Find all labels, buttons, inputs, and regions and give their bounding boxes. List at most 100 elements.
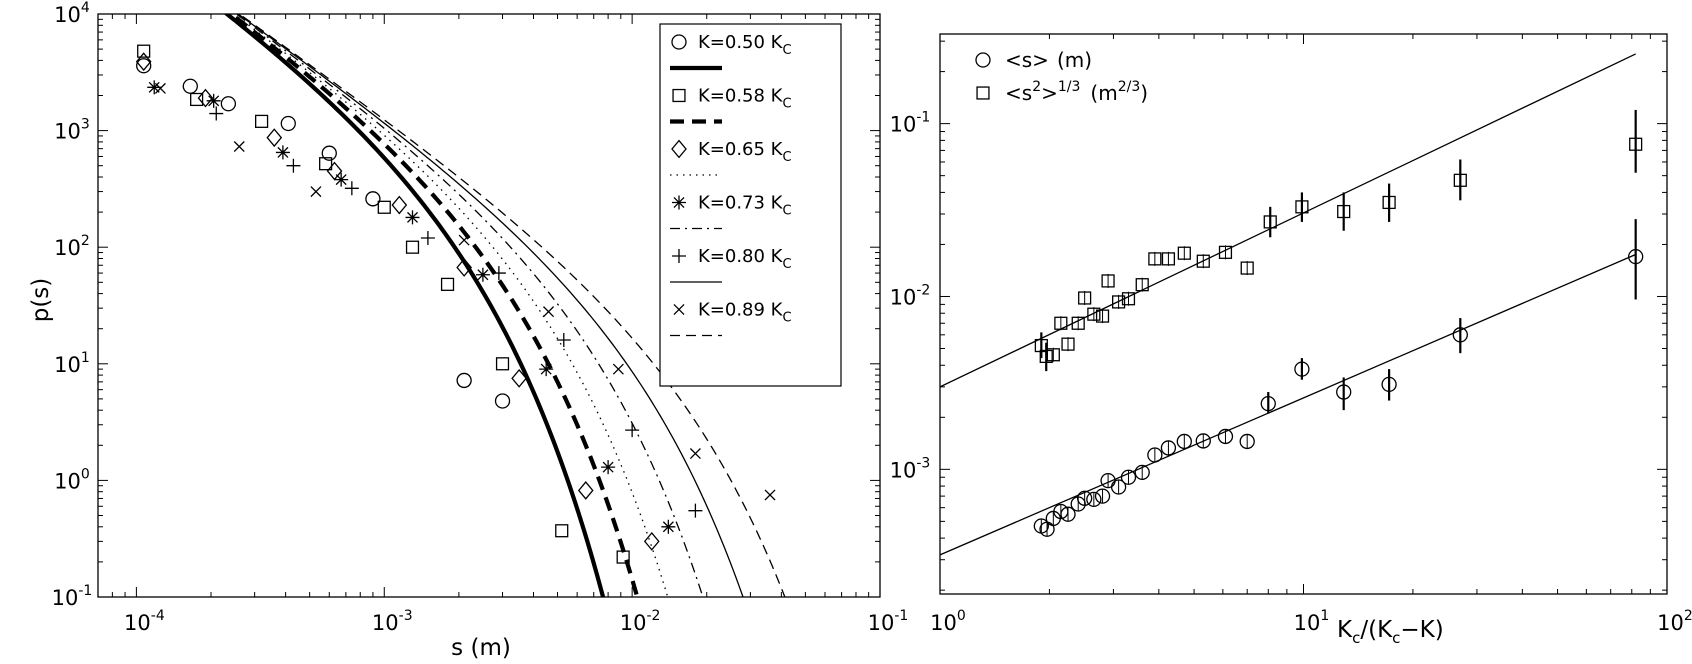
right-legend-label-mean-s: <s> (m): [1005, 48, 1092, 72]
left-point-s5-1: [233, 141, 245, 153]
left-xtick-label-0: 10-4: [124, 608, 165, 635]
left-point-s1-8: [555, 524, 569, 538]
left-axis-ticks: [97, 13, 881, 598]
right-legend-marker-s2: [976, 86, 990, 100]
left-point-s3-2: [275, 145, 290, 160]
left-legend-label-1: K=0.58 KC: [698, 86, 792, 112]
left-fit-curve-5: [238, 14, 786, 597]
left-legend-label-sub-0: C: [783, 43, 792, 58]
left-ylabel: p(s): [28, 278, 54, 323]
right-xtick-label-0: 100: [930, 608, 966, 635]
left-point-s1-5: [405, 240, 420, 254]
right-fit-line-1: [940, 53, 1636, 388]
left-point-s1-9: [616, 550, 630, 564]
left-legend-label-main-3: K=0.73 K: [698, 193, 784, 214]
left-point-s3-4: [405, 210, 420, 225]
left-ytick-label-1: 100: [54, 466, 90, 493]
left-xlabel: s (m): [451, 635, 511, 661]
legend-s2-sup1: 2: [1032, 79, 1041, 95]
left-legend-label-3: K=0.73 KC: [698, 193, 792, 219]
left-point-s2-0: [135, 52, 152, 72]
left-legend-label-main-0: K=0.50 K: [698, 32, 784, 53]
right-xlabel-sub1: c: [1352, 629, 1360, 647]
left-ytick-label-2: 101: [54, 350, 90, 377]
left-legend-marker-5: [673, 304, 685, 315]
left-point-s2-5: [456, 258, 472, 277]
left-legend-label-0: K=0.50 KC: [698, 32, 792, 58]
left-legend-label-sub-2: C: [783, 150, 792, 165]
left-point-s4-3: [420, 230, 435, 245]
left-point-s2-4: [391, 195, 408, 215]
right-tick-labels: 100 101 102 10-3 10-2 10-1: [890, 110, 1692, 635]
right-legend-marker-mean-s: [975, 52, 991, 68]
left-point-s0-7: [494, 393, 511, 409]
left-legend-label-sub-4: C: [783, 257, 792, 272]
left-chart: 10-4 10-3 10-2 10-1 10-1 100 101 102 103 104 s (m…: [28, 0, 908, 661]
right-plot-frame: [939, 33, 1668, 595]
left-fit-curve-3: [235, 14, 704, 597]
right-xlabel: Kc/(Kc−K): [1337, 617, 1444, 647]
right-legend-label-s2: <s2>1/3 (m2/3): [1005, 79, 1148, 105]
legend-s2-end: ): [1140, 81, 1148, 105]
left-point-s2-2: [266, 128, 283, 148]
left-point-s5-0: [154, 82, 166, 94]
left-point-s3-7: [601, 460, 616, 475]
left-point-s5-2: [310, 186, 322, 198]
left-xtick-label-3: 10-1: [868, 608, 909, 635]
left-legend-label-4: K=0.80 KC: [698, 246, 792, 272]
left-ytick-label-4: 103: [54, 117, 90, 144]
left-point-s0-4: [321, 145, 337, 161]
left-legend-marker-0: [671, 34, 687, 50]
left-legend-items: K=0.50 KCK=0.58 KCK=0.65 KCK=0.73 KCK=0.…: [670, 32, 792, 337]
left-tick-labels: 10-4 10-3 10-2 10-1 10-1 100 101 102 103 104: [52, 0, 909, 635]
left-legend-marker-3: [672, 195, 686, 210]
left-legend: K=0.50 KCK=0.58 KCK=0.65 KCK=0.73 KCK=0.…: [659, 23, 842, 387]
left-point-s1-7: [495, 357, 510, 371]
left-legend-label-sub-5: C: [783, 311, 792, 326]
left-point-s5-7: [764, 489, 776, 501]
left-fit-curves: [223, 14, 786, 597]
left-legend-label-sub-3: C: [783, 204, 792, 219]
left-fit-curve-4: [236, 14, 744, 597]
left-legend-label-main-4: K=0.80 K: [698, 246, 784, 267]
left-legend-label-main-2: K=0.65 K: [698, 139, 784, 160]
left-ytick-label-5: 104: [54, 0, 90, 27]
right-data-points: [1033, 137, 1644, 537]
left-legend-label-main-5: K=0.89 K: [698, 300, 784, 321]
left-point-s3-6: [539, 362, 554, 377]
right-ytick-label-1: 10-2: [890, 282, 931, 309]
left-point-s3-3: [334, 172, 349, 187]
right-ytick-label-2: 10-1: [890, 110, 931, 137]
legend-mean-s-main: <s>: [1005, 48, 1049, 72]
left-point-s5-5: [612, 363, 624, 375]
left-point-s4-4: [491, 266, 506, 281]
left-legend-marker-2: [671, 139, 687, 159]
left-point-s0-6: [456, 372, 472, 389]
left-legend-label-main-1: K=0.58 K: [698, 86, 784, 107]
left-data-points: [135, 44, 776, 564]
left-point-s3-8: [661, 519, 676, 534]
left-fit-curve-0: [223, 14, 606, 597]
left-point-s4-5: [556, 333, 571, 347]
left-legend-box: [659, 23, 842, 387]
left-point-s2-1: [197, 88, 214, 108]
right-xlabel-main: K: [1337, 617, 1353, 643]
left-point-s2-3: [326, 161, 343, 181]
left-point-s4-2: [344, 181, 359, 196]
left-point-s1-0: [137, 44, 151, 58]
left-point-s4-7: [688, 503, 703, 518]
left-point-s2-6: [511, 368, 527, 388]
legend-s2-main: <s: [1005, 81, 1032, 105]
left-plot-frame: [97, 13, 881, 598]
left-ytick-label-3: 102: [54, 233, 90, 260]
right-xtick-label-1: 101: [1294, 608, 1330, 635]
left-point-s5-4: [543, 306, 555, 318]
right-ytick-label-0: 10-3: [890, 455, 931, 482]
left-point-s3-0: [147, 80, 162, 95]
left-legend-label-2: K=0.65 KC: [698, 139, 792, 165]
left-point-s1-6: [440, 277, 455, 291]
left-fit-curve-1: [227, 14, 640, 597]
left-xtick-label-1: 10-3: [372, 608, 413, 635]
left-ytick-label-0: 10-1: [52, 583, 93, 610]
left-point-s1-1: [190, 92, 204, 107]
